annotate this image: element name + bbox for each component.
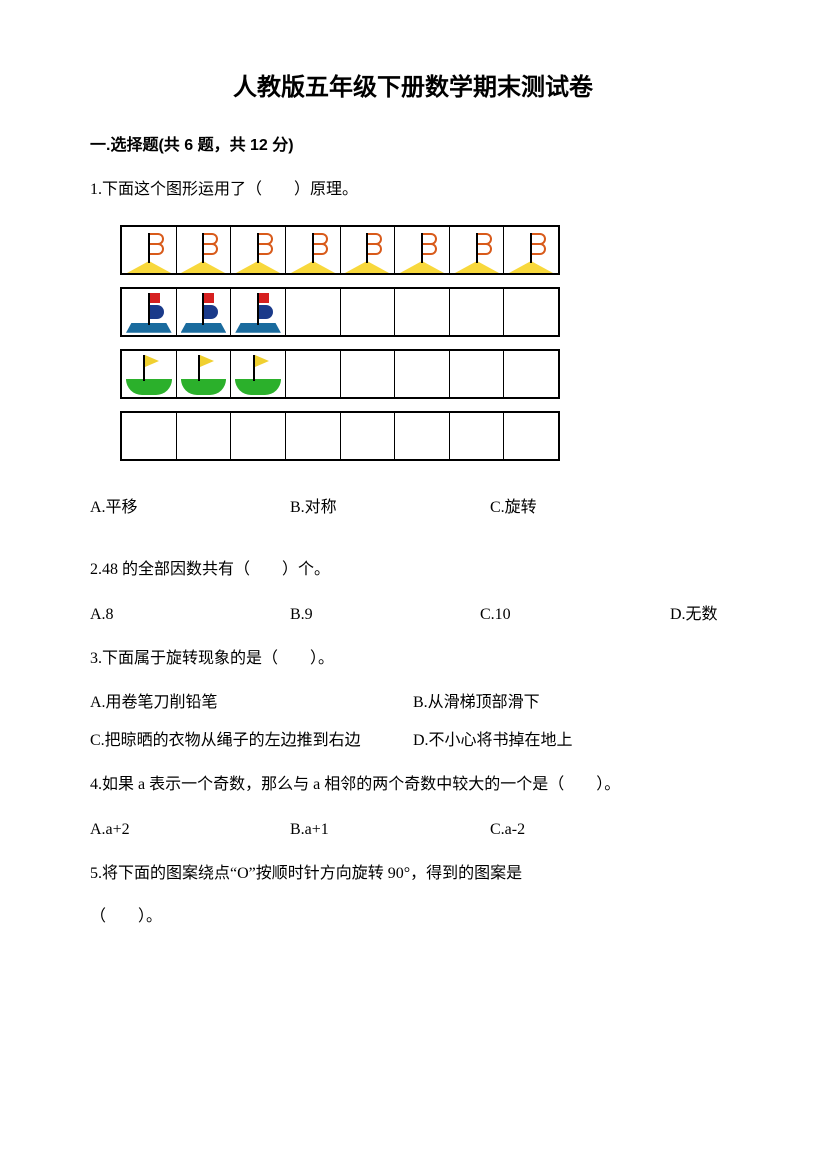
flag-cell — [395, 227, 450, 273]
q1-options: A.平移 B.对称 C.旋转 — [90, 496, 736, 520]
empty-cell — [286, 289, 341, 335]
question-2: 2.48 的全部因数共有（ ）个。 A.8 B.9 C.10 D.无数 — [90, 556, 736, 627]
q1-opt-c: C.旋转 — [490, 496, 690, 520]
flag-cell — [450, 227, 505, 273]
q1-text: 1.下面这个图形运用了（ ）原理。 — [90, 176, 736, 205]
section-header-1: 一.选择题(共 6 题，共 12 分) — [90, 134, 736, 158]
q2-opt-a: A.8 — [90, 603, 290, 627]
flag-cell — [177, 227, 232, 273]
flag-cell — [122, 227, 177, 273]
q3-options: A.用卷笔刀削铅笔 B.从滑梯顶部滑下 C.把晾晒的衣物从绳子的左边推到右边 D… — [90, 691, 736, 753]
empty-cell — [395, 413, 450, 459]
q2-opt-d: D.无数 — [670, 603, 736, 627]
q3-opt-c: C.把晾晒的衣物从绳子的左边推到右边 — [90, 729, 413, 753]
flag-cell — [341, 227, 396, 273]
q1-opt-b: B.对称 — [290, 496, 490, 520]
q4-opt-a: A.a+2 — [90, 818, 290, 842]
empty-cell — [504, 351, 558, 397]
empty-cell — [395, 289, 450, 335]
q3-opt-b: B.从滑梯顶部滑下 — [413, 691, 736, 715]
question-5: 5.将下面的图案绕点“O”按顺时针方向旋转 90°，得到的图案是 （ ）。 — [90, 860, 736, 932]
empty-cell — [177, 413, 232, 459]
q4-opt-b: B.a+1 — [290, 818, 490, 842]
q5-text-l2: （ ）。 — [90, 903, 736, 932]
q5-text-l1: 5.将下面的图案绕点“O”按顺时针方向旋转 90°，得到的图案是 — [90, 860, 736, 889]
question-1: 1.下面这个图形运用了（ ）原理。 A.平移 B.对称 C.旋转 — [90, 176, 736, 520]
empty-cell — [504, 413, 558, 459]
q4-opt-c: C.a-2 — [490, 818, 690, 842]
q3-opt-a: A.用卷笔刀削铅笔 — [90, 691, 413, 715]
empty-cell — [341, 289, 396, 335]
q2-options: A.8 B.9 C.10 D.无数 — [90, 603, 736, 627]
flag-cell — [286, 227, 341, 273]
empty-cell — [341, 351, 396, 397]
empty-cell — [286, 351, 341, 397]
q2-opt-b: B.9 — [290, 603, 480, 627]
q2-text: 2.48 的全部因数共有（ ）个。 — [90, 556, 736, 585]
empty-cell — [231, 413, 286, 459]
boat-cell — [122, 289, 177, 335]
q1-figure — [120, 225, 736, 461]
empty-cell — [450, 351, 505, 397]
flag-cell — [231, 227, 286, 273]
page-title: 人教版五年级下册数学期末测试卷 — [90, 70, 736, 106]
empty-cell — [122, 413, 177, 459]
question-3: 3.下面属于旋转现象的是（ ）。 A.用卷笔刀削铅笔 B.从滑梯顶部滑下 C.把… — [90, 645, 736, 754]
q3-opt-d: D.不小心将书掉在地上 — [413, 729, 736, 753]
green-boat-cell — [122, 351, 177, 397]
q4-options: A.a+2 B.a+1 C.a-2 — [90, 818, 736, 842]
q1-opt-a: A.平移 — [90, 496, 290, 520]
empty-cell — [341, 413, 396, 459]
figure-row-4 — [120, 411, 560, 461]
green-boat-cell — [231, 351, 286, 397]
empty-cell — [504, 289, 558, 335]
flag-cell — [504, 227, 558, 273]
q3-text: 3.下面属于旋转现象的是（ ）。 — [90, 645, 736, 674]
figure-row-2 — [120, 287, 560, 337]
empty-cell — [450, 289, 505, 335]
q2-opt-c: C.10 — [480, 603, 670, 627]
figure-row-3 — [120, 349, 560, 399]
empty-cell — [450, 413, 505, 459]
empty-cell — [395, 351, 450, 397]
boat-cell — [177, 289, 232, 335]
empty-cell — [286, 413, 341, 459]
green-boat-cell — [177, 351, 232, 397]
boat-cell — [231, 289, 286, 335]
question-4: 4.如果 a 表示一个奇数，那么与 a 相邻的两个奇数中较大的一个是（ ）。 A… — [90, 771, 736, 842]
q4-text: 4.如果 a 表示一个奇数，那么与 a 相邻的两个奇数中较大的一个是（ ）。 — [90, 771, 736, 800]
figure-row-1 — [120, 225, 560, 275]
